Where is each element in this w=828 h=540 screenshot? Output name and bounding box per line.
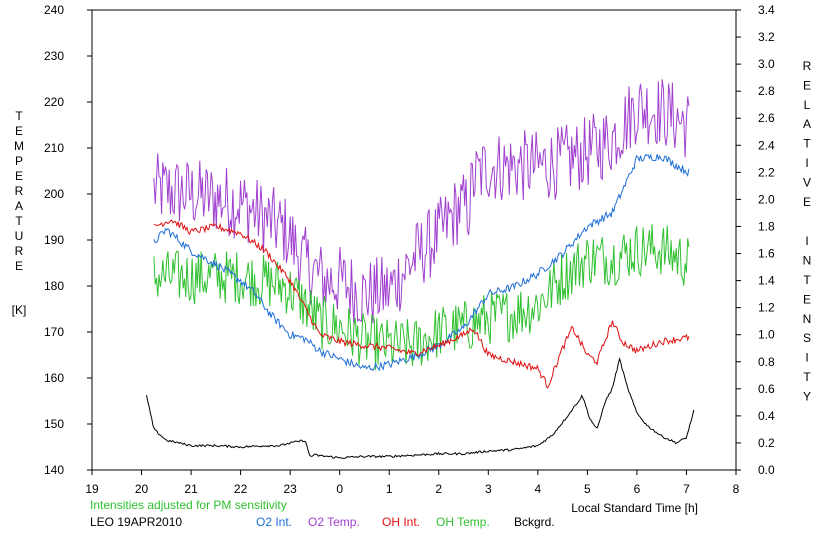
right-tick-label: 0.0 xyxy=(758,463,775,477)
right-tick-label: 2.8 xyxy=(758,84,775,98)
left-tick-label: 210 xyxy=(44,141,64,155)
right-tick-label: 0.2 xyxy=(758,436,775,450)
left-axis-letter: P xyxy=(15,154,23,168)
right-tick-label: 0.8 xyxy=(758,355,775,369)
left-tick-label: 180 xyxy=(44,279,64,293)
right-tick-label: 2.6 xyxy=(758,111,775,125)
legend: O2 Int. O2 Temp. OH Int. OH Temp. Bckgrd. xyxy=(256,515,555,529)
right-tick-label: 1.0 xyxy=(758,328,775,342)
right-axis-letter: E xyxy=(803,195,811,209)
right-axis-ticks: 0.0 0.2 0.4 0.6 0.8 1.0 1.2 1.4 1.6 1.8 2.0 2.2 2.4 2… xyxy=(736,3,775,477)
left-axis-letter: R xyxy=(15,244,24,258)
left-axis-ticks: 140 150 160 170 180 190 200 210 220 230 240 xyxy=(44,3,92,477)
x-axis-ticks: 19 20 21 22 23 0 1 2 3 4 5 6 7 8 xyxy=(85,470,740,496)
right-axis-letter: E xyxy=(803,78,811,92)
x-tick-label: 1 xyxy=(386,482,393,496)
legend-item-oh-int-: OH Int. xyxy=(382,515,420,529)
x-tick-label: 19 xyxy=(85,482,99,496)
left-axis-letter: E xyxy=(15,124,23,138)
x-tick-label: 5 xyxy=(584,482,591,496)
right-tick-label: 1.6 xyxy=(758,247,775,261)
series-line-bckgrd- xyxy=(146,357,695,459)
left-tick-label: 230 xyxy=(44,49,64,63)
left-axis-letter: T xyxy=(15,109,23,123)
right-axis-letter: T xyxy=(803,137,811,151)
x-tick-label: 4 xyxy=(535,482,542,496)
right-tick-label: 1.4 xyxy=(758,274,775,288)
plot-frame xyxy=(91,9,737,471)
x-tick-label: 8 xyxy=(733,482,740,496)
left-axis-letter: A xyxy=(15,199,23,213)
series-line-o2-int- xyxy=(153,153,690,372)
right-axis-letter: Y xyxy=(803,389,811,403)
left-tick-label: 160 xyxy=(44,371,64,385)
series-line-oh-int- xyxy=(153,219,690,389)
x-tick-label: 22 xyxy=(234,482,248,496)
left-tick-label: 150 xyxy=(44,417,64,431)
series-line-oh-temp- xyxy=(153,224,690,371)
right-axis-letter: T xyxy=(803,273,811,287)
right-axis-letter: I xyxy=(805,351,808,365)
right-tick-label: 2.2 xyxy=(758,165,775,179)
legend-item-o2-int-: O2 Int. xyxy=(256,515,292,529)
left-tick-label: 190 xyxy=(44,233,64,247)
left-axis-letter: M xyxy=(14,139,24,153)
x-tick-label: 20 xyxy=(135,482,149,496)
right-axis-letter: I xyxy=(805,234,808,248)
left-axis-letter: T xyxy=(15,214,23,228)
right-tick-label: 2.0 xyxy=(758,192,775,206)
right-axis-letter: N xyxy=(803,312,812,326)
right-tick-label: 0.6 xyxy=(758,382,775,396)
right-tick-label: 3.0 xyxy=(758,57,775,71)
legend-item-oh-temp-: OH Temp. xyxy=(436,515,490,529)
right-axis-letter: I xyxy=(805,156,808,170)
right-axis-letter: L xyxy=(804,98,811,112)
left-tick-label: 140 xyxy=(44,463,64,477)
left-tick-label: 200 xyxy=(44,187,64,201)
legend-item-bckgrd-: Bckgrd. xyxy=(514,515,555,529)
left-axis-letter: R xyxy=(15,184,24,198)
left-tick-label: 220 xyxy=(44,95,64,109)
x-tick-label: 0 xyxy=(336,482,343,496)
x-tick-label: 23 xyxy=(283,482,297,496)
right-tick-label: 3.4 xyxy=(758,3,775,17)
left-axis-letter: U xyxy=(15,229,24,243)
station-date: LEO 19APR2010 xyxy=(90,515,182,529)
x-tick-label: 2 xyxy=(435,482,442,496)
right-axis-letter: N xyxy=(803,254,812,268)
right-tick-label: 2.4 xyxy=(758,138,775,152)
right-tick-label: 1.2 xyxy=(758,301,775,315)
right-tick-label: 3.2 xyxy=(758,30,775,44)
right-axis-letter: R xyxy=(803,59,812,73)
x-tick-label: 7 xyxy=(683,482,690,496)
right-axis-letter: T xyxy=(803,370,811,384)
sensitivity-note: Intensities adjusted for PM sensitivity xyxy=(90,498,287,512)
x-axis-label: Local Standard Time [h] xyxy=(571,501,698,515)
right-axis-letter: V xyxy=(803,175,811,189)
x-tick-label: 6 xyxy=(634,482,641,496)
left-tick-label: 170 xyxy=(44,325,64,339)
series-layer xyxy=(146,79,695,459)
right-axis-letter: E xyxy=(803,292,811,306)
left-axis-unit: [K] xyxy=(12,303,27,317)
right-tick-label: 0.4 xyxy=(758,409,775,423)
series-line-o2-temp- xyxy=(153,79,690,326)
x-tick-label: 21 xyxy=(184,482,198,496)
left-tick-label: 240 xyxy=(44,3,64,17)
right-tick-label: 1.8 xyxy=(758,219,775,233)
x-tick-label: 3 xyxy=(485,482,492,496)
right-axis-letter: S xyxy=(803,331,811,345)
right-axis-letter: A xyxy=(803,117,811,131)
left-axis-letter: E xyxy=(15,169,23,183)
left-axis-letter: E xyxy=(15,259,23,273)
legend-item-o2-temp-: O2 Temp. xyxy=(308,515,360,529)
